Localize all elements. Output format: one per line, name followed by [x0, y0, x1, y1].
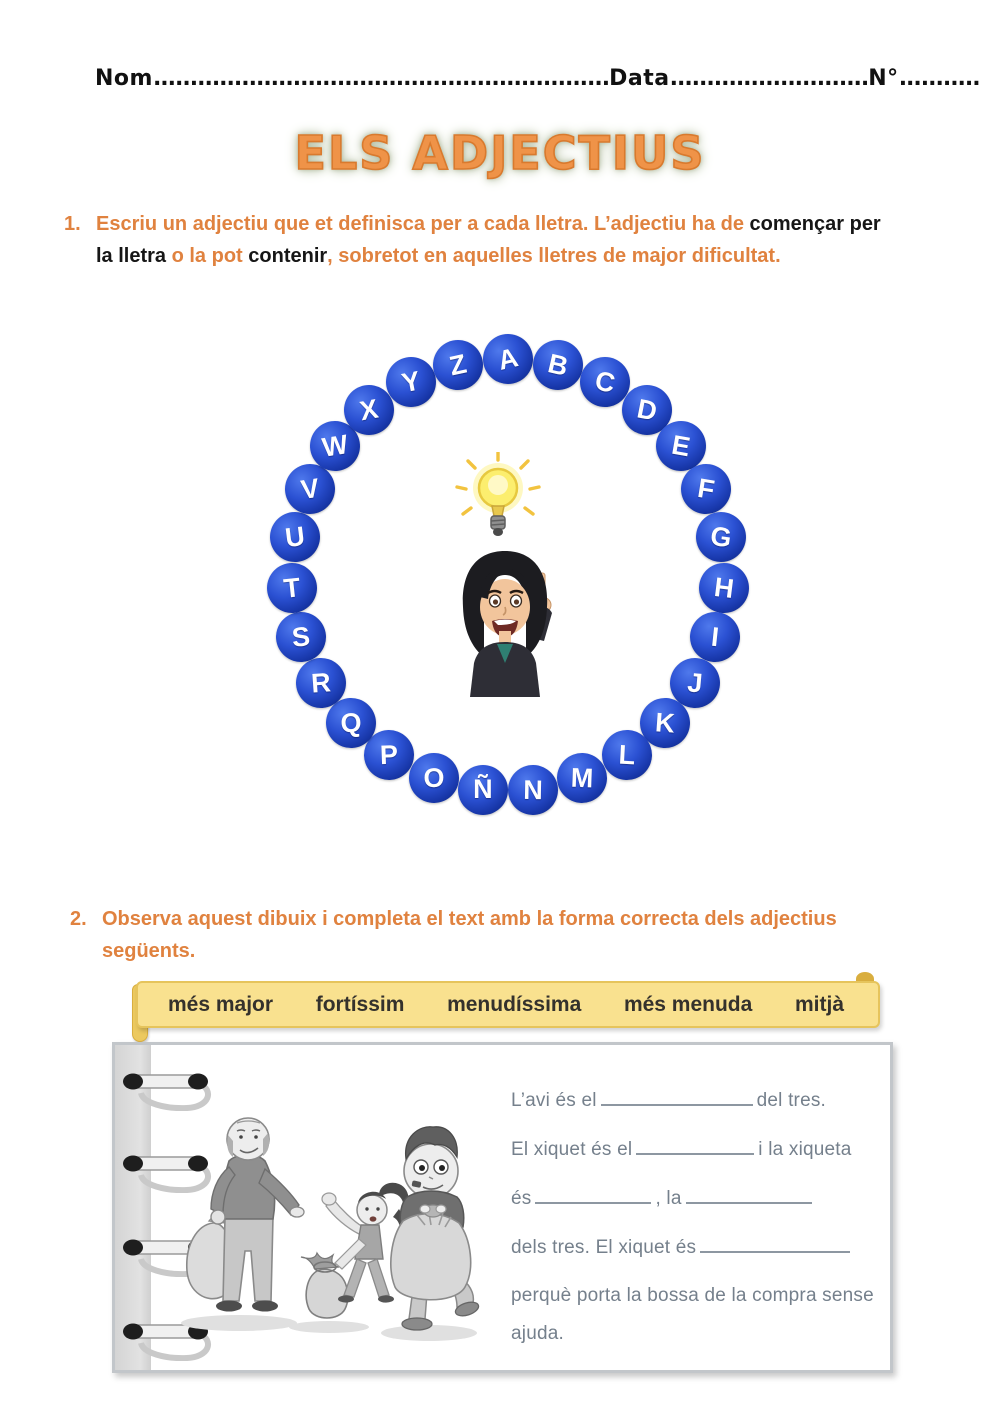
letter-ball-A: A	[478, 329, 538, 389]
letter-ball-T: T	[264, 560, 320, 616]
exercise2-line2: següents.	[102, 940, 196, 963]
blank-field-3[interactable]	[535, 1187, 652, 1204]
blank-field-1[interactable]	[600, 1089, 753, 1106]
fill-line-2: El xiquet és el i la xiqueta	[511, 1138, 889, 1160]
nom-field[interactable]: ........................................…	[152, 66, 610, 91]
exercise2: 2. Observa aquest dibuix i completa el t…	[70, 903, 920, 968]
exercise1-seg-mid: o la pot	[166, 245, 249, 268]
teacher-avatar	[462, 551, 552, 697]
word-bank-item: menudíssima	[447, 992, 582, 1016]
word-bank-item: mitjà	[794, 992, 844, 1016]
data-label: Data	[609, 66, 670, 91]
exercise1-seg-intro: Escriu un adjectiu que et definisca per …	[96, 213, 750, 235]
fill-in-paragraph: L’avi és el del tres. El xiquet és el i la…	[511, 1089, 889, 1361]
fill-line-5: perquè porta la bossa de la compra sense	[511, 1285, 874, 1306]
exercise1-seg-bold2: contenir	[248, 245, 328, 268]
blank-field-4[interactable]	[685, 1187, 812, 1204]
exercise2-text: Observa aquest dibuix i completa el text…	[70, 903, 920, 968]
word-bank-item: més menuda	[623, 992, 753, 1016]
lightbulb-icon	[455, 452, 541, 536]
exercise1: 1. Escriu un adjectiu que et definisca p…	[64, 208, 902, 273]
number-field[interactable]: ...........	[898, 66, 981, 91]
fill-line-4: dels tres. El xiquet és	[511, 1236, 889, 1258]
number-label: N°	[868, 66, 899, 91]
binder-ring-icon	[123, 1073, 211, 1111]
line1-post: del tres.	[756, 1090, 827, 1111]
family-shopping-illustration	[181, 1117, 480, 1341]
line1-pre: L’avi és el	[511, 1090, 597, 1111]
exercise2-number: 2.	[70, 908, 87, 930]
binder-ring-icon	[123, 1155, 211, 1193]
letter-ball-L: L	[600, 729, 653, 782]
line2-pre: El xiquet és el	[511, 1139, 633, 1160]
letter-ball-M: M	[556, 752, 608, 804]
data-field[interactable]: ...........................	[669, 66, 870, 91]
letter-ball-Z: Z	[428, 335, 488, 395]
exercise1-number: 1.	[64, 213, 81, 235]
line3-pre: és	[511, 1188, 532, 1209]
letter-ball-S: S	[273, 609, 329, 665]
letter-ball-Ñ: Ñ	[457, 764, 508, 815]
notebook-panel: L’avi és el del tres. El xiquet és el i la…	[112, 1042, 893, 1373]
line4-pre: dels tres. El xiquet és	[511, 1237, 697, 1258]
word-bank-item: més major	[168, 992, 274, 1016]
letter-ball-B: B	[527, 334, 588, 395]
fill-line-3: és , la	[511, 1187, 889, 1209]
fill-line-6: ajuda.	[511, 1323, 564, 1344]
letter-ball-U: U	[267, 509, 324, 566]
exercise1-seg-bold1: començar per la lletra	[96, 213, 881, 268]
page-title: ELS ADJECTIUS	[294, 125, 706, 181]
letter-ball-G: G	[692, 509, 749, 566]
letter-ball-O: O	[408, 752, 460, 804]
header-name-line: Nom.....................................…	[95, 66, 981, 91]
letter-ball-N: N	[507, 764, 559, 815]
fill-line-1: L’avi és el del tres.	[511, 1089, 889, 1111]
exercise1-seg-end: , sobretot en aquelles lletres de major …	[327, 245, 781, 268]
line3-mid: , la	[655, 1188, 682, 1209]
exercise1-text: Escriu un adjectiu que et definisca per …	[64, 208, 902, 273]
nom-label: Nom	[95, 66, 153, 91]
word-bank-banner: més major fortíssim menudíssima més menuda m…	[136, 981, 880, 1028]
blank-field-5[interactable]	[700, 1236, 851, 1253]
letter-ball-H: H	[695, 559, 752, 616]
word-bank-item: fortíssim	[315, 992, 405, 1016]
letter-ball-I: I	[687, 609, 743, 665]
line2-post: i la xiqueta	[758, 1139, 852, 1160]
exercise2-line1: Observa aquest dibuix i completa el text…	[102, 908, 837, 930]
blank-field-2[interactable]	[636, 1138, 755, 1155]
